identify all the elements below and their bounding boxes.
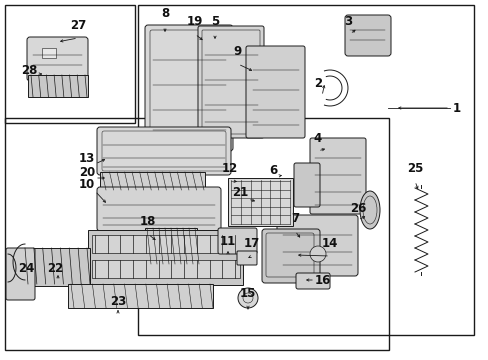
FancyBboxPatch shape [97,187,221,231]
Bar [28,75,88,97]
Text: 27: 27 [70,19,86,32]
FancyBboxPatch shape [97,127,230,175]
Text: 25: 25 [406,162,422,175]
Text: 18: 18 [140,215,156,228]
Ellipse shape [359,191,379,229]
Circle shape [238,288,258,308]
FancyBboxPatch shape [145,25,232,151]
Text: 2: 2 [313,77,322,90]
Circle shape [309,246,325,262]
Bar [92,260,240,278]
Bar [227,178,292,226]
Bar [100,172,204,190]
Text: 26: 26 [349,202,366,215]
Bar [138,5,473,335]
FancyBboxPatch shape [198,26,264,138]
Bar [42,48,56,58]
FancyBboxPatch shape [237,251,257,265]
Text: 11: 11 [220,235,236,248]
Bar [22,248,90,286]
FancyBboxPatch shape [276,215,357,276]
Text: 12: 12 [222,162,238,175]
Text: 23: 23 [110,295,126,308]
FancyBboxPatch shape [27,37,88,81]
Text: 22: 22 [47,262,63,275]
Text: 8: 8 [161,7,169,20]
FancyBboxPatch shape [218,228,257,254]
FancyBboxPatch shape [293,163,319,207]
Text: 15: 15 [239,287,256,300]
FancyBboxPatch shape [262,229,319,283]
FancyBboxPatch shape [309,138,365,214]
FancyBboxPatch shape [295,273,329,289]
Bar [145,228,197,266]
Text: 4: 4 [313,132,322,145]
Text: 19: 19 [186,15,203,28]
Text: 21: 21 [231,186,247,199]
Text: 28: 28 [21,63,38,77]
Text: 16: 16 [314,274,331,287]
Text: 17: 17 [244,237,260,250]
Text: 24: 24 [18,261,34,274]
Bar [68,284,213,308]
Text: 10: 10 [79,179,95,192]
Text: 9: 9 [233,45,242,58]
Bar [5,118,388,350]
Bar [92,235,240,253]
Text: 1: 1 [452,102,460,114]
Bar [88,230,243,285]
Text: 5: 5 [210,15,219,28]
Text: 6: 6 [269,163,278,176]
Bar [5,5,135,123]
Text: 13: 13 [79,152,95,165]
FancyBboxPatch shape [245,46,305,138]
FancyBboxPatch shape [345,15,390,56]
FancyBboxPatch shape [6,248,35,300]
FancyBboxPatch shape [250,194,270,210]
Text: 7: 7 [290,212,299,225]
Text: 20: 20 [79,166,95,179]
Text: 14: 14 [321,237,338,250]
Text: 3: 3 [343,15,351,28]
